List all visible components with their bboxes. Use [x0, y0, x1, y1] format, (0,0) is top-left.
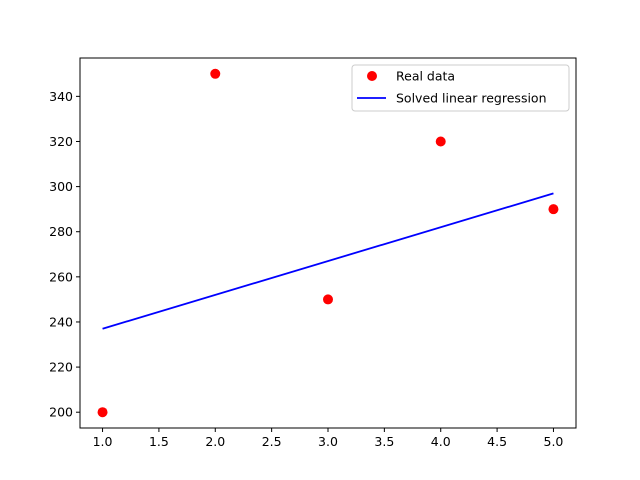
legend: Real data Solved linear regression	[351, 64, 570, 112]
y-tick-label: 300	[49, 179, 73, 194]
plot-area	[97, 68, 559, 418]
x-tick-label: 1.5	[149, 434, 169, 449]
data-point	[97, 407, 108, 418]
y-tick-label: 200	[49, 405, 73, 420]
legend-label-regression: Solved linear regression	[396, 91, 547, 106]
x-tick-label: 2.0	[205, 434, 225, 449]
regression-line	[102, 192, 554, 330]
x-tick-label: 4.5	[487, 434, 507, 449]
x-tick-label: 2.5	[262, 434, 282, 449]
data-point	[435, 136, 446, 147]
x-tick-label: 5.0	[544, 434, 564, 449]
x-axis: 1.0 1.5 2.0 2.5 3.0 3.5 4.0 4.5 5.0	[93, 428, 564, 449]
legend-marker-real-data	[367, 71, 377, 81]
legend-box	[351, 64, 570, 112]
x-tick-label: 4.0	[431, 434, 451, 449]
x-tick-label: 1.0	[93, 434, 113, 449]
y-tick-label: 260	[49, 269, 73, 284]
y-tick-label: 280	[49, 224, 73, 239]
y-tick-label: 340	[49, 89, 73, 104]
y-tick-label: 220	[49, 360, 73, 375]
y-tick-label: 240	[49, 314, 73, 329]
x-tick-label: 3.0	[318, 434, 338, 449]
data-point	[210, 68, 221, 79]
y-axis: 200 220 240 260 280 300 320 340	[49, 89, 80, 420]
data-point	[323, 294, 333, 305]
legend-label-real-data: Real data	[396, 69, 455, 84]
y-tick-label: 320	[49, 134, 73, 149]
data-point	[548, 204, 559, 215]
x-tick-label: 3.5	[374, 434, 394, 449]
axes-frame	[79, 57, 577, 429]
